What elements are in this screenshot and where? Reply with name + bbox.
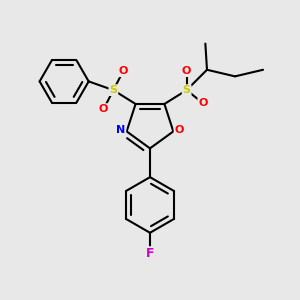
Text: S: S <box>183 85 190 95</box>
Text: O: O <box>198 98 208 108</box>
Text: O: O <box>175 125 184 135</box>
Text: O: O <box>182 66 191 76</box>
Text: S: S <box>110 85 117 95</box>
Text: O: O <box>99 104 108 114</box>
Text: F: F <box>146 247 154 260</box>
Text: N: N <box>116 125 125 135</box>
Text: O: O <box>118 66 128 76</box>
